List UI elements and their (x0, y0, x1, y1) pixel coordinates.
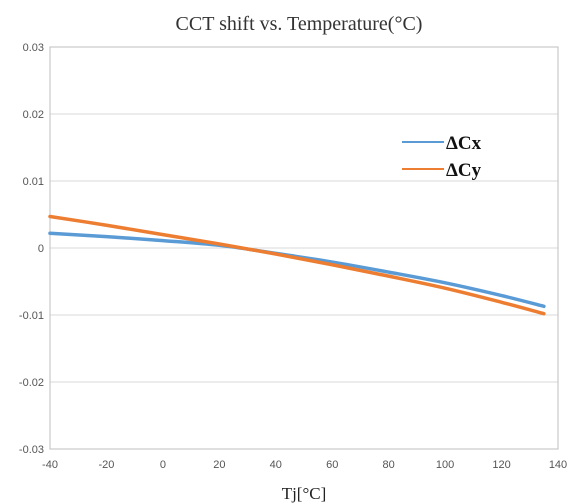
legend: ΔCx ΔCy (402, 133, 482, 181)
x-tick-label: 40 (270, 459, 282, 471)
x-axis-ticks: -40 -20 0 20 40 60 80 100 120 140 (42, 459, 567, 471)
x-tick-label: -20 (98, 459, 114, 471)
x-tick-label: 60 (326, 459, 338, 471)
y-tick-label: -0.02 (19, 377, 44, 389)
y-tick-label: 0 (38, 243, 44, 255)
legend-label: ΔCx (446, 133, 482, 154)
y-tick-label: -0.01 (19, 310, 44, 322)
y-tick-label: 0.01 (23, 176, 44, 188)
series-line-dcx (48, 231, 546, 309)
x-axis-label: Tj[°C] (282, 484, 327, 503)
x-tick-label: 100 (436, 459, 454, 471)
x-tick-label: 0 (160, 459, 166, 471)
y-axis-ticks: -0.03 -0.02 -0.01 0 0.01 0.02 0.03 (19, 42, 44, 456)
series-lines (48, 214, 546, 316)
chart-title: CCT shift vs. Temperature(°C) (176, 13, 423, 35)
x-tick-label: 120 (492, 459, 510, 471)
x-tick-label: -40 (42, 459, 58, 471)
x-tick-label: 80 (383, 459, 395, 471)
series-line-dcy (48, 214, 546, 316)
gridlines (50, 46, 558, 450)
legend-label: ΔCy (446, 160, 482, 181)
y-tick-label: 0.02 (23, 109, 44, 121)
y-tick-label: -0.03 (19, 444, 44, 456)
plot-area (49, 46, 559, 450)
y-tick-label: 0.03 (23, 42, 44, 54)
x-tick-label: 140 (549, 459, 567, 471)
x-tick-label: 20 (213, 459, 225, 471)
